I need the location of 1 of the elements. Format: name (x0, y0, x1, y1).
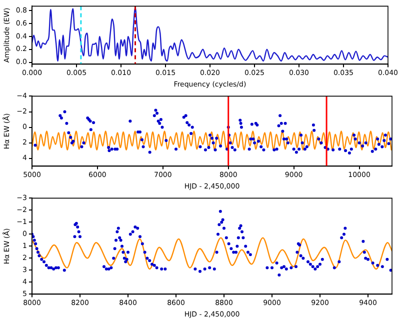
line-series (32, 6, 388, 62)
